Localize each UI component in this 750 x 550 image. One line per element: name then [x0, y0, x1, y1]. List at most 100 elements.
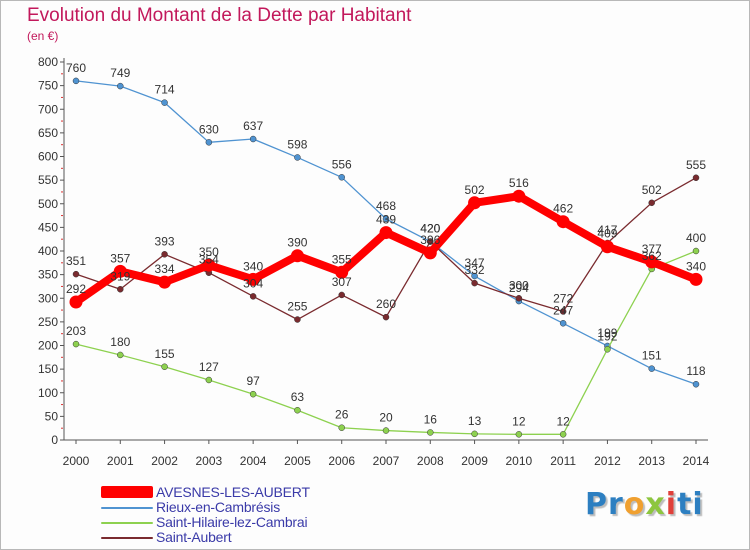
data-point — [294, 406, 301, 414]
x-tick-label: 2000 — [63, 454, 90, 468]
data-label: 340 — [243, 259, 263, 273]
x-tick-label: 2006 — [328, 454, 355, 468]
data-label: 180 — [110, 335, 130, 349]
data-label: 462 — [553, 202, 573, 216]
data-point — [338, 174, 345, 181]
x-tick-label: 2013 — [638, 454, 665, 468]
y-tick-label: 550 — [38, 173, 58, 187]
data-point — [600, 240, 614, 254]
data-label: 63 — [291, 390, 305, 404]
proxiti-logo: Proxiti — [585, 487, 704, 522]
x-tick-label: 2001 — [107, 454, 134, 468]
chart-subtitle: (en €) — [27, 29, 59, 43]
data-point — [427, 429, 434, 436]
data-label: 439 — [376, 213, 396, 227]
data-label: 362 — [642, 249, 662, 263]
y-tick-label: 800 — [38, 55, 58, 69]
legend-swatch — [101, 507, 153, 509]
data-point — [335, 265, 349, 279]
data-point — [692, 174, 700, 182]
data-point — [645, 255, 659, 269]
data-point — [117, 286, 124, 293]
y-tick-label: 500 — [38, 197, 58, 211]
y-tick-label: 300 — [38, 291, 58, 305]
data-label: 12 — [556, 414, 570, 428]
data-point — [471, 272, 478, 280]
data-point — [202, 258, 216, 272]
x-tick-label: 2008 — [417, 454, 444, 468]
data-point — [648, 199, 655, 207]
y-tick-label: 50 — [45, 409, 59, 423]
data-point — [515, 431, 523, 438]
data-point — [205, 139, 213, 146]
y-tick-label: 450 — [38, 220, 58, 234]
data-label: 502 — [465, 183, 485, 197]
data-point — [604, 346, 611, 353]
data-point — [113, 264, 127, 278]
data-point — [246, 272, 260, 286]
data-point — [294, 316, 301, 323]
data-label: 390 — [287, 236, 307, 250]
data-point — [427, 238, 434, 245]
legend-label: Saint-Hilaire-lez-Cambrai — [156, 514, 308, 530]
data-label: 20 — [379, 411, 393, 425]
x-tick-label: 2009 — [461, 454, 488, 468]
y-tick-label: 650 — [38, 126, 58, 140]
x-tick-label: 2004 — [240, 454, 267, 468]
data-point — [512, 189, 526, 203]
data-point — [468, 196, 482, 210]
data-label: 12 — [512, 414, 526, 428]
data-point — [423, 246, 437, 260]
data-label: 332 — [465, 263, 485, 277]
data-label: 749 — [110, 66, 130, 80]
data-label: 26 — [335, 408, 349, 422]
y-tick-label: 0 — [51, 433, 58, 447]
data-point — [249, 135, 257, 143]
data-label: 760 — [66, 61, 86, 75]
data-point — [382, 215, 390, 223]
data-label: 393 — [155, 234, 175, 248]
y-tick-label: 700 — [38, 102, 58, 116]
legend-label: AVESNES-LES-AUBERT — [156, 484, 310, 500]
data-label: 192 — [597, 329, 617, 343]
data-label: 409 — [597, 227, 617, 241]
data-label: 357 — [110, 251, 130, 265]
data-label: 247 — [553, 303, 573, 317]
x-tick-label: 2012 — [594, 454, 621, 468]
data-label: 714 — [155, 83, 175, 97]
data-label: 304 — [243, 276, 263, 290]
data-point — [338, 424, 345, 431]
data-label: 417 — [597, 223, 617, 237]
data-label: 155 — [155, 347, 175, 361]
data-point — [382, 313, 390, 321]
y-tick-label: 350 — [38, 268, 58, 282]
y-tick-label: 400 — [38, 244, 58, 258]
data-point — [290, 249, 304, 263]
data-label: 97 — [246, 374, 260, 388]
data-label: 420 — [420, 222, 440, 236]
data-label: 307 — [332, 275, 352, 289]
data-point — [161, 251, 168, 258]
data-label: 637 — [243, 119, 263, 133]
data-point — [379, 226, 393, 240]
data-label: 13 — [468, 414, 482, 428]
data-label: 16 — [424, 412, 438, 426]
data-label: 630 — [199, 122, 219, 136]
data-point — [72, 270, 80, 278]
data-point — [559, 320, 567, 327]
y-tick-label: 100 — [38, 386, 58, 400]
legend-label: Saint-Aubert — [156, 529, 232, 545]
data-label: 300 — [509, 278, 529, 292]
data-label: 556 — [332, 157, 352, 171]
data-label: 294 — [509, 281, 529, 295]
data-point — [249, 293, 257, 300]
y-tick-label: 200 — [38, 339, 58, 353]
x-tick-label: 2007 — [373, 454, 400, 468]
legend-label: Rieux-en-Cambrésis — [156, 499, 280, 515]
data-label: 502 — [642, 183, 662, 197]
data-label: 355 — [332, 252, 352, 266]
data-label: 319 — [110, 269, 130, 283]
data-label: 255 — [287, 300, 307, 314]
